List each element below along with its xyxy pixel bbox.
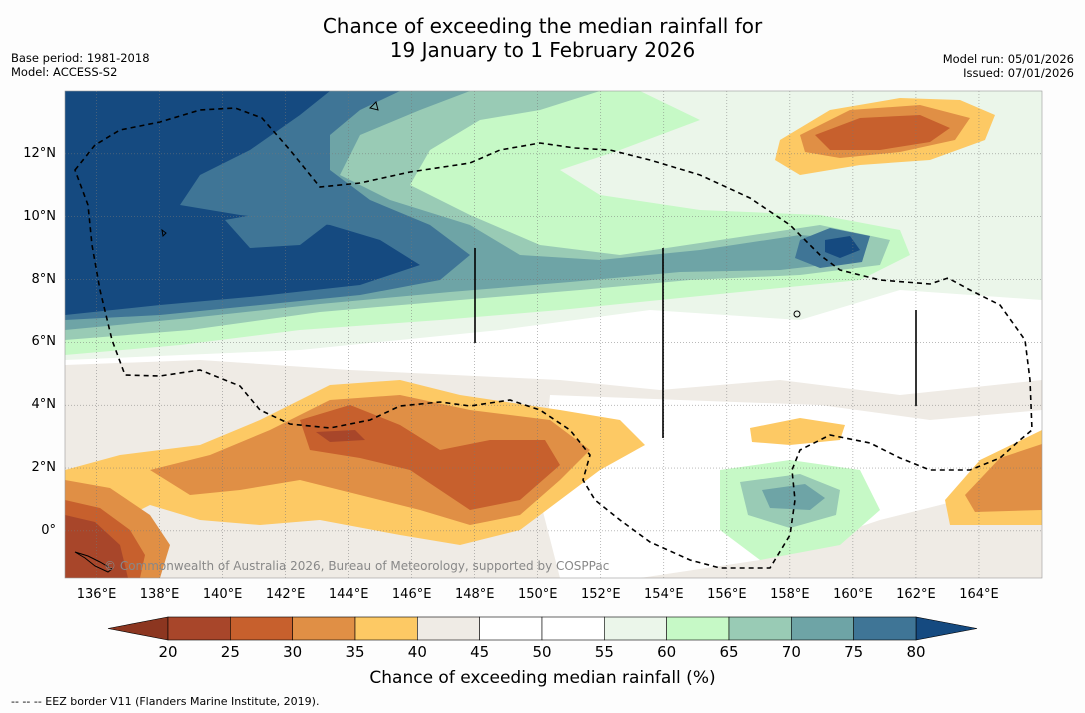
colorbar-level-label: 20 [158,643,178,661]
x-tick-label: 152°E [581,587,621,602]
x-tick-label: 140°E [202,587,243,602]
x-tick-label: 158°E [770,587,810,602]
colorbar-extend-low [107,616,169,641]
colorbar-title: Chance of exceeding median rainfall (%) [369,668,716,688]
x-tick-label: 160°E [833,587,873,602]
base-period-label: Base period: 1981-2018 [11,51,150,65]
y-tick-label: 10°N [23,208,56,224]
colorbar-swatch [853,616,917,641]
y-tick-label: 12°N [23,145,56,161]
plot-frame [64,90,1043,579]
colorbar-level-label: 25 [220,643,240,661]
meta-right: Model run: 05/01/2026 Issued: 07/01/2026 [943,52,1074,80]
x-tick-label: 162°E [896,587,936,602]
island-outlines [74,101,801,573]
eez-border [74,107,1033,569]
field-wet-core-east [825,236,860,258]
field-dry-red [300,405,560,510]
colorbar-level-label: 50 [532,643,552,661]
field-deep-blue [65,91,420,315]
colorbar-level-label: 35 [345,643,365,661]
colorbar-swatch [479,616,543,641]
colorbar-level-label: 30 [283,643,303,661]
colorbar-swatch [791,616,854,641]
colorbar-level-label: 70 [781,643,801,661]
field-blue-teal-patch [225,210,330,248]
colorbar [107,616,978,641]
colorbar-swatch [167,616,231,641]
meta-left: Base period: 1981-2018 Model: ACCESS-S2 [11,51,150,79]
title-line-2: 19 January to 1 February 2026 [389,38,696,62]
x-tick-label: 136°E [76,587,117,602]
rainfall-field: © Commonwealth of Australia 2026, Bureau… [65,91,1042,578]
colorbar-swatch [354,616,418,641]
field-dry-deep-red [316,430,365,442]
y-tick-label: 8°N [31,271,57,287]
eez-footnote: -- -- -- EEZ border V11 (Flanders Marine… [11,695,320,708]
x-tick-label: 146°E [391,587,432,602]
y-tick-label: 6°N [31,334,57,350]
colorbar-level-label: 55 [594,643,614,661]
y-tick-label: 0° [41,522,56,538]
colorbar-level-label: 65 [719,643,739,661]
colorbar-level-label: 75 [844,643,864,661]
colorbar-swatch [230,616,293,641]
colorbar-swatch [417,616,480,641]
colorbar-level-label: 45 [470,643,490,661]
colorbar-extend-high [915,616,978,641]
colorbar-swatch [541,616,605,641]
colorbar-level-label: 80 [906,643,926,661]
field-se-orange [965,444,1042,512]
colorbar-swatch [666,616,730,641]
y-tick-label: 4°N [31,397,57,413]
map-title: Chance of exceeding the median rainfall … [0,14,1085,62]
x-tick-label: 142°E [265,587,306,602]
graticule [65,91,1042,578]
title-line-1: Chance of exceeding the median rainfall … [322,14,763,38]
x-tick-label: 148°E [454,587,495,602]
field-ne-red [815,115,950,150]
x-tick-label: 164°E [959,587,999,602]
x-tick-label: 154°E [644,587,684,602]
y-tick-label: 2°N [31,460,57,476]
colorbar-swatch [292,616,356,641]
field-yellow-patch-mid [750,418,845,445]
colorbar-level-label: 40 [407,643,427,661]
x-tick-label: 138°E [139,587,180,602]
field-south-teal-core [762,484,825,510]
watermark: © Commonwealth of Australia 2026, Bureau… [104,559,609,573]
model-label: Model: ACCESS-S2 [11,65,118,79]
x-tick-label: 150°E [517,587,558,602]
colorbar-level-label: 60 [657,643,677,661]
colorbar-swatch [728,616,792,641]
issued-label: Issued: 07/01/2026 [963,66,1074,80]
colorbar-swatch [604,616,667,641]
x-tick-label: 156°E [707,587,747,602]
x-tick-label: 144°E [328,587,369,602]
model-run-label: Model run: 05/01/2026 [942,52,1074,66]
